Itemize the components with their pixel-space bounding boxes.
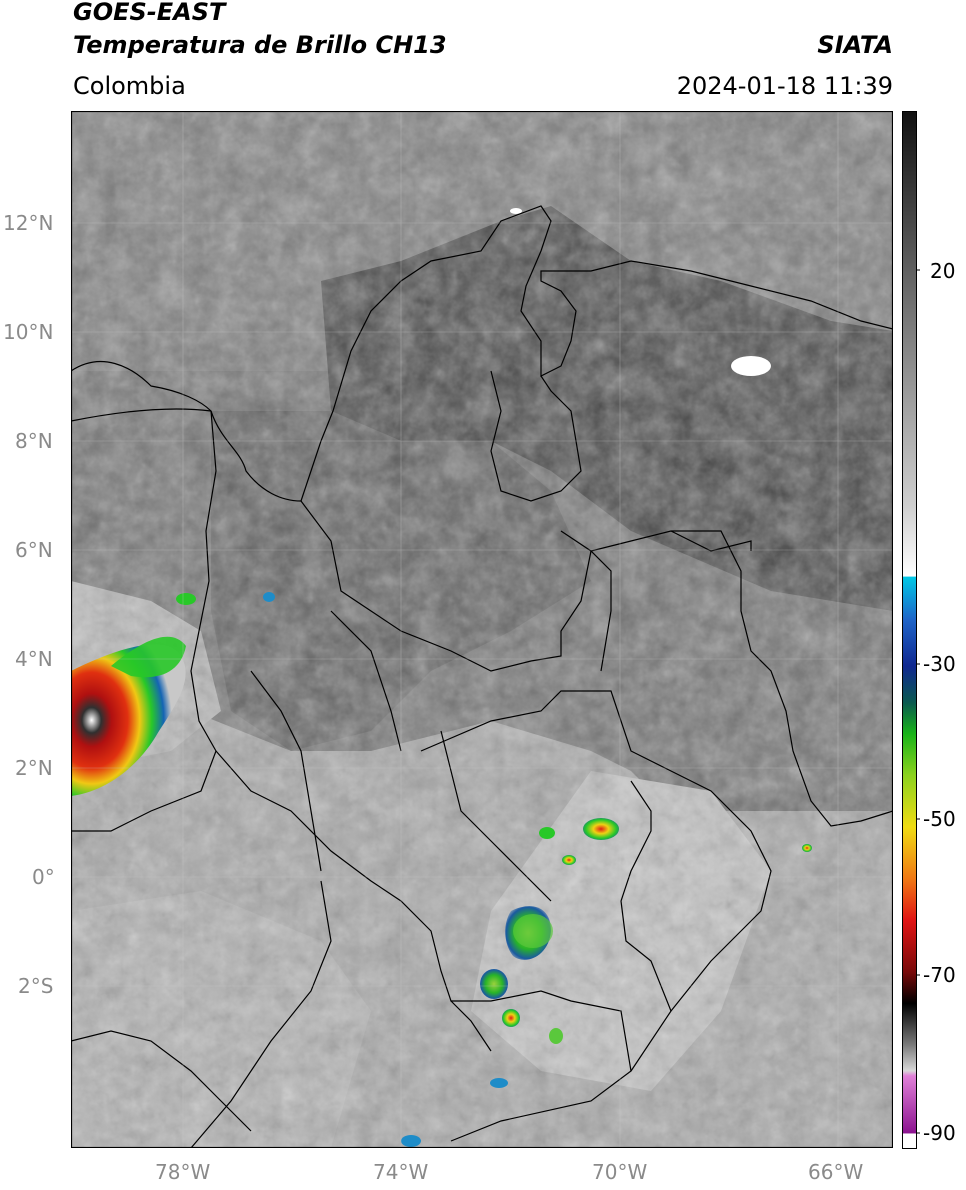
lat-label-2s: 2°S [18,974,54,998]
colorbar-tick-20: 20 [930,259,956,283]
colorbar-tick-minus90: -90 [923,1121,956,1145]
colorbar-tick-minus70: -70 [923,963,956,987]
lat-label-8n: 8°N [15,429,53,453]
source-label: SIATA [817,31,893,59]
region-label: Colombia [73,72,186,100]
satellite-title: GOES-EAST [73,0,226,26]
lon-label-70w: 70°W [592,1160,648,1184]
colorbar-tick-minus50: -50 [923,807,956,831]
lon-label-66w: 66°W [808,1160,864,1184]
datetime-label: 2024-01-18 11:39 [676,72,893,100]
colorbar-tick-minus30: -30 [923,652,956,676]
product-title: Temperatura de Brillo CH13 [73,31,447,59]
lat-label-12n: 12°N [3,211,54,235]
lon-label-74w: 74°W [373,1160,429,1184]
lat-label-4n: 4°N [15,647,53,671]
lat-label-6n: 6°N [15,538,53,562]
temperature-colorbar [902,111,920,1149]
lat-label-0: 0° [32,865,55,889]
lat-label-2n: 2°N [15,756,53,780]
satellite-map [71,111,893,1148]
lon-label-78w: 78°W [155,1160,211,1184]
lat-label-10n: 10°N [3,320,54,344]
